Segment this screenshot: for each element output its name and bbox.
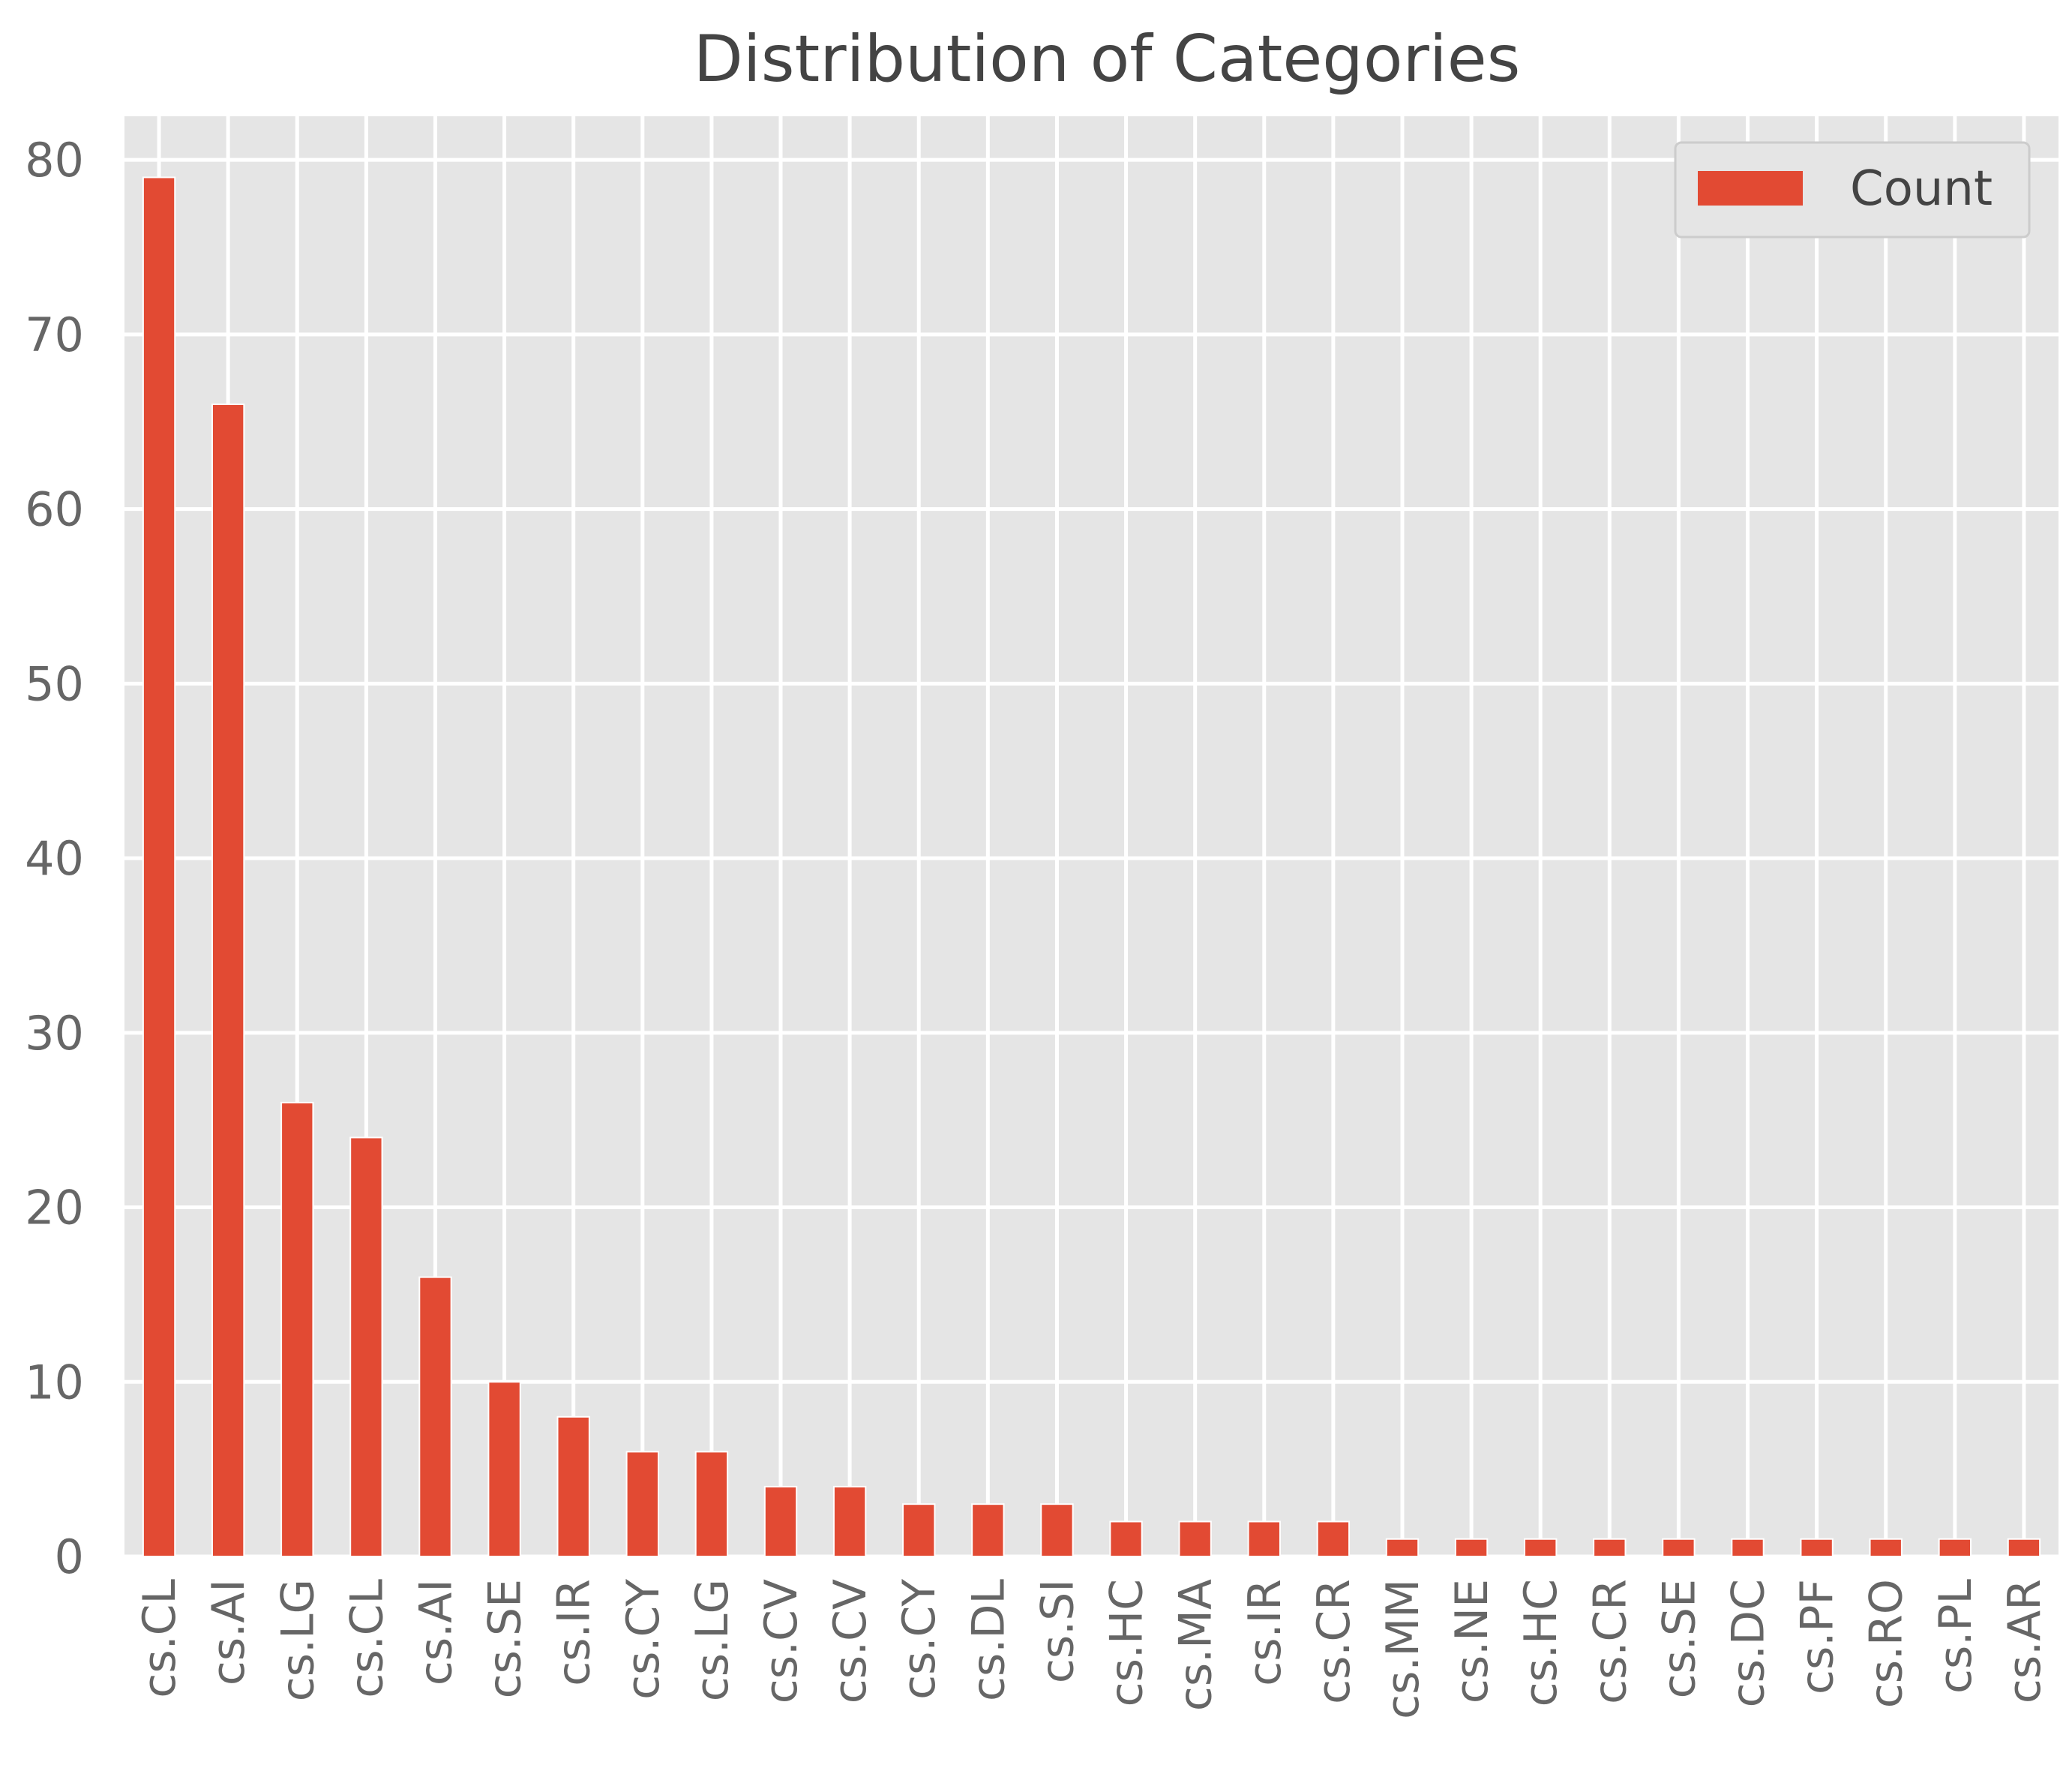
x-tick-label: cs.DC	[1723, 1579, 1775, 1707]
bar	[1524, 1538, 1558, 1558]
y-tick-label: 70	[25, 308, 84, 362]
bar	[1800, 1538, 1834, 1558]
x-tick-label: cs.AI	[202, 1579, 255, 1685]
x-tick-label: cs.CL	[340, 1578, 393, 1697]
x-tick-label: cs.CY	[893, 1579, 946, 1700]
x-tick-label: cs.HC	[1515, 1579, 1567, 1706]
x-axis-ticks: cs.CL cs.AI cs.LG cs.CL cs.AI cs.SE cs.IR cs.CY…	[133, 1578, 2051, 1718]
bar	[211, 404, 245, 1557]
bar	[2007, 1538, 2041, 1558]
x-tick-label: cs.DL	[962, 1578, 1015, 1701]
bar	[487, 1381, 521, 1557]
bar	[1938, 1538, 1972, 1558]
x-tick-label: cs.LG	[686, 1579, 739, 1701]
x-tick-label: cs.CR	[1308, 1579, 1360, 1704]
legend: Count	[1674, 141, 2031, 239]
plot-background	[124, 116, 2059, 1556]
x-tick-label: cs.PL	[1930, 1578, 1982, 1694]
x-tick-label: cs.CL	[133, 1578, 186, 1697]
bars	[142, 176, 2041, 1558]
x-tick-label: cs.SE	[1653, 1579, 1705, 1698]
chart-title: Distribution of Categories	[694, 22, 1521, 97]
x-tick-label: cs.MM	[1377, 1579, 1429, 1719]
bar	[1316, 1520, 1351, 1558]
bar	[1869, 1538, 1903, 1558]
bar	[142, 176, 176, 1557]
x-tick-label: cs.IR	[1239, 1579, 1291, 1686]
x-tick-label: cs.CR	[1584, 1579, 1636, 1704]
bar	[625, 1451, 659, 1558]
y-tick-label: 60	[25, 482, 84, 537]
y-tick-label: 40	[25, 831, 84, 886]
y-tick-label: 80	[25, 133, 84, 188]
bar	[694, 1451, 729, 1558]
y-tick-label: 20	[25, 1181, 84, 1235]
x-tick-label: cs.IR	[548, 1579, 601, 1686]
y-tick-label: 30	[25, 1006, 84, 1061]
bar	[902, 1503, 936, 1557]
bar	[1454, 1538, 1489, 1558]
bar	[1731, 1538, 1765, 1558]
bar	[763, 1485, 798, 1557]
bar	[1040, 1503, 1074, 1557]
bar	[418, 1276, 452, 1557]
x-tick-label: cs.HC	[1101, 1579, 1153, 1706]
x-tick-label: cs.LG	[271, 1579, 324, 1701]
bar	[349, 1136, 383, 1558]
x-tick-label: cs.AI	[409, 1579, 462, 1685]
x-tick-label: cs.SI	[1031, 1579, 1084, 1683]
bar	[1109, 1520, 1143, 1558]
x-tick-label: cs.CY	[617, 1579, 670, 1700]
x-tick-label: cs.CV	[824, 1579, 877, 1703]
x-tick-label: cs.SE	[479, 1579, 532, 1698]
y-axis-ticks: 0 10 20 30 40 50 60 70 80	[25, 133, 84, 1584]
x-tick-label: cs.NE	[1446, 1579, 1498, 1703]
legend-swatch	[1698, 171, 1803, 206]
bar	[1178, 1520, 1212, 1558]
y-tick-label: 10	[25, 1355, 84, 1409]
bar	[971, 1503, 1005, 1557]
bar	[1385, 1538, 1420, 1558]
bar	[1593, 1538, 1627, 1558]
bar	[1247, 1520, 1281, 1558]
y-tick-label: 50	[25, 656, 84, 711]
bar	[832, 1485, 867, 1557]
x-tick-label: cs.PF	[1792, 1579, 1844, 1694]
x-tick-label: cs.CV	[755, 1579, 808, 1703]
bar	[1662, 1538, 1696, 1558]
bar	[556, 1415, 590, 1558]
x-tick-label: cs.AR	[1999, 1579, 2051, 1703]
x-tick-label: cs.MA	[1170, 1579, 1222, 1711]
y-tick-label: 0	[55, 1529, 84, 1584]
legend-box	[1674, 141, 2031, 239]
bar	[280, 1101, 314, 1557]
legend-label: Count	[1850, 161, 1993, 217]
x-tick-label: cs.RO	[1861, 1579, 1913, 1708]
